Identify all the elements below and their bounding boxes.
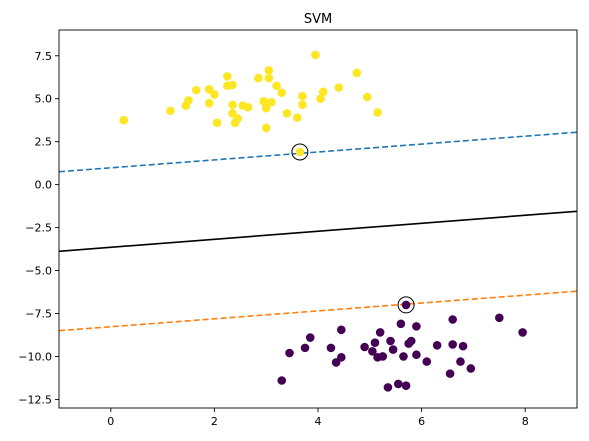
class-purple-point	[383, 383, 393, 392]
class-purple-point	[518, 328, 527, 337]
support-vector-marker	[397, 296, 415, 314]
y-tick-label: −7.5	[25, 308, 52, 321]
class-yellow-point	[272, 81, 281, 91]
class-yellow-point	[223, 72, 232, 81]
class-yellow-point	[228, 100, 237, 110]
class-yellow-point	[264, 66, 274, 75]
class-purple-point	[370, 338, 380, 348]
class-purple-point	[375, 328, 385, 337]
class-yellow-point	[184, 96, 193, 105]
class-purple-point	[393, 379, 403, 389]
class-purple-point	[495, 313, 504, 323]
y-tick-label: 7.5	[35, 50, 53, 63]
class-purple-point	[445, 369, 455, 378]
class-yellow-point	[318, 87, 328, 97]
class-yellow-point	[254, 73, 263, 83]
support-vector-marker	[291, 143, 309, 161]
y-tick-label: −12.5	[18, 393, 52, 406]
class-purple-point	[360, 342, 369, 352]
class-yellow-point	[233, 114, 243, 123]
class-purple-point	[300, 343, 310, 353]
class-purple-point	[277, 376, 287, 385]
class-yellow-point	[228, 80, 237, 90]
upper-margin-line	[59, 131, 577, 173]
class-purple-point	[448, 340, 457, 349]
class-yellow-point	[243, 103, 253, 112]
class-purple-point	[401, 300, 411, 310]
class-purple-point	[456, 357, 465, 366]
x-tick-label: 0	[107, 415, 114, 428]
lower-margin-line	[59, 290, 577, 332]
class-purple-point	[412, 350, 421, 360]
y-tick-label: 0.0	[35, 179, 53, 192]
class-purple-point	[337, 325, 346, 335]
support-vectors	[291, 143, 415, 314]
class-yellow-point	[295, 147, 305, 157]
class-purple-point	[466, 364, 476, 373]
class-yellow-point	[298, 91, 307, 101]
class-yellow-point	[261, 123, 271, 133]
class-yellow-point	[334, 83, 344, 92]
class-yellow-point	[292, 113, 302, 122]
y-tick-label: 2.5	[35, 136, 53, 149]
y-tick-label: −2.5	[25, 222, 52, 235]
class-yellow-point	[316, 94, 325, 104]
x-tick-label: 6	[418, 415, 425, 428]
class-yellow-point	[191, 85, 201, 95]
decision-boundary-line	[59, 210, 577, 253]
class-purple-point	[401, 381, 411, 390]
class-yellow-point	[311, 50, 320, 60]
class-yellow-point	[259, 97, 268, 106]
class-yellow-point	[212, 118, 222, 128]
x-tick-label: 2	[211, 415, 218, 428]
class-purple-point	[368, 347, 377, 356]
x-tick-label: 8	[522, 415, 529, 428]
class-yellow-point	[267, 97, 276, 107]
y-tick-label: −10.0	[18, 350, 52, 363]
class-yellow-point	[362, 92, 372, 102]
class-purple-point	[386, 336, 395, 346]
class-purple-point	[378, 352, 388, 361]
class-purple-point	[406, 336, 416, 346]
class-purple-point	[337, 353, 346, 362]
decision-lines	[59, 131, 577, 332]
class-purple-point	[422, 357, 432, 366]
class-yellow-point	[282, 109, 292, 118]
class-purple-point	[285, 348, 294, 358]
class-yellow-point	[352, 68, 362, 78]
class-purple-point	[388, 345, 398, 354]
class-purple-point	[412, 322, 421, 331]
class-purple-point	[396, 319, 406, 329]
class-purple-point	[432, 340, 442, 350]
axes: 0 2 4 6 8 −12.5 −10.0 −7.5 −5.0 −2.5 0.0 2.5 5.0 7.5	[18, 29, 578, 428]
x-tick-label: 4	[315, 415, 322, 428]
class-yellow-point	[277, 88, 287, 98]
class-yellow-point	[119, 115, 129, 125]
class-yellow-point	[373, 108, 382, 117]
class-yellow-point	[204, 98, 214, 108]
y-tick-label: 5.0	[35, 93, 53, 106]
class-yellow-point	[166, 106, 175, 116]
data-points	[119, 50, 527, 392]
class-purple-point	[305, 333, 315, 342]
class-yellow-point	[264, 73, 274, 83]
class-yellow-point	[298, 100, 307, 110]
class-purple-point	[326, 343, 336, 353]
class-yellow-point	[210, 90, 219, 99]
chart-title: SVM	[304, 12, 332, 27]
class-purple-point	[399, 352, 408, 361]
class-purple-point	[448, 315, 457, 324]
class-yellow-point	[261, 103, 271, 113]
class-purple-point	[458, 341, 468, 351]
y-tick-label: −5.0	[25, 265, 52, 278]
